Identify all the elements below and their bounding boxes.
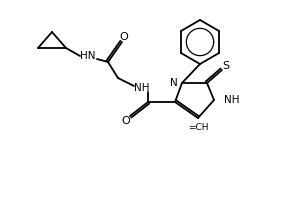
Text: S: S: [222, 61, 230, 71]
Text: =CH: =CH: [188, 122, 208, 132]
Text: N: N: [170, 78, 178, 88]
Text: NH: NH: [224, 95, 239, 105]
Text: HN: HN: [80, 51, 96, 61]
Text: O: O: [122, 116, 130, 126]
Text: O: O: [120, 32, 128, 42]
Text: NH: NH: [134, 83, 150, 93]
